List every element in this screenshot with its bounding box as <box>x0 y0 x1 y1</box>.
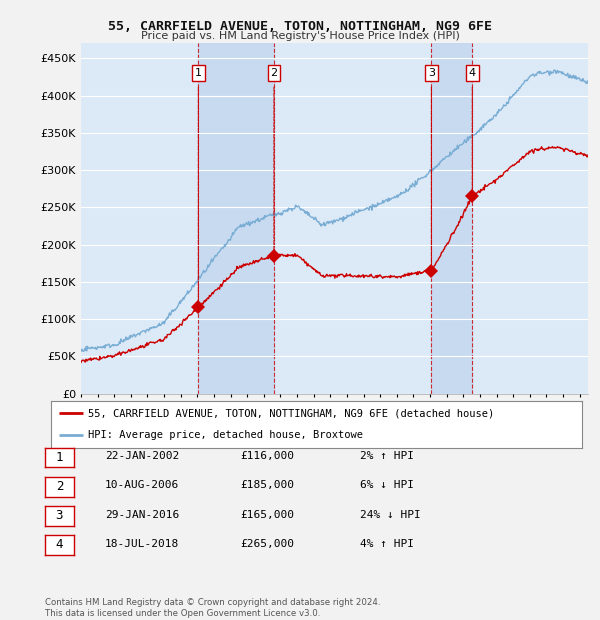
Text: Price paid vs. HM Land Registry's House Price Index (HPI): Price paid vs. HM Land Registry's House … <box>140 31 460 41</box>
Text: 2: 2 <box>56 480 63 493</box>
Text: 24% ↓ HPI: 24% ↓ HPI <box>360 510 421 520</box>
Bar <box>199 43 274 394</box>
Text: £116,000: £116,000 <box>240 451 294 461</box>
Text: 18-JUL-2018: 18-JUL-2018 <box>105 539 179 549</box>
Text: 3: 3 <box>56 510 63 522</box>
Text: 2: 2 <box>271 68 278 78</box>
Text: 3: 3 <box>428 68 435 78</box>
Text: HPI: Average price, detached house, Broxtowe: HPI: Average price, detached house, Brox… <box>88 430 363 440</box>
Bar <box>431 43 472 394</box>
Text: £265,000: £265,000 <box>240 539 294 549</box>
Text: 1: 1 <box>56 451 63 464</box>
Text: 2% ↑ HPI: 2% ↑ HPI <box>360 451 414 461</box>
Text: 10-AUG-2006: 10-AUG-2006 <box>105 480 179 490</box>
Text: Contains HM Land Registry data © Crown copyright and database right 2024.
This d: Contains HM Land Registry data © Crown c… <box>45 598 380 618</box>
Text: 4: 4 <box>56 539 63 551</box>
Text: 22-JAN-2002: 22-JAN-2002 <box>105 451 179 461</box>
Text: 1: 1 <box>195 68 202 78</box>
Text: 55, CARRFIELD AVENUE, TOTON, NOTTINGHAM, NG9 6FE (detached house): 55, CARRFIELD AVENUE, TOTON, NOTTINGHAM,… <box>88 408 494 419</box>
Text: 4% ↑ HPI: 4% ↑ HPI <box>360 539 414 549</box>
Text: £185,000: £185,000 <box>240 480 294 490</box>
Text: 29-JAN-2016: 29-JAN-2016 <box>105 510 179 520</box>
Text: 55, CARRFIELD AVENUE, TOTON, NOTTINGHAM, NG9 6FE: 55, CARRFIELD AVENUE, TOTON, NOTTINGHAM,… <box>108 20 492 33</box>
Text: 4: 4 <box>469 68 476 78</box>
Text: 6% ↓ HPI: 6% ↓ HPI <box>360 480 414 490</box>
Text: £165,000: £165,000 <box>240 510 294 520</box>
